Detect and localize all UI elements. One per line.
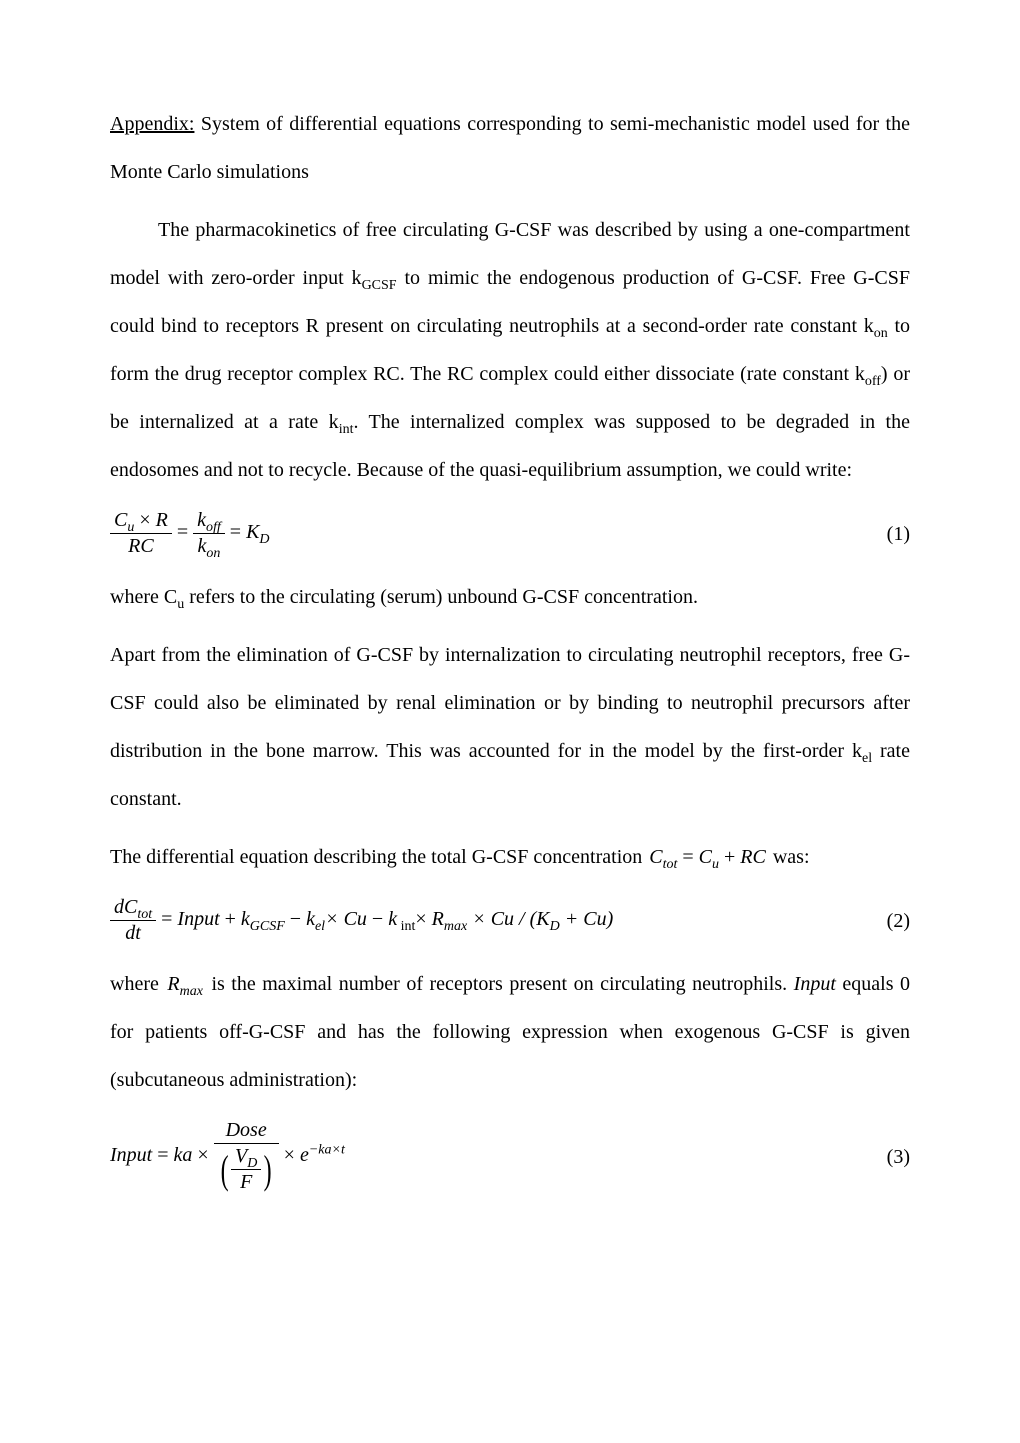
rmax-sym: R xyxy=(167,973,179,995)
ctot-t2: RC xyxy=(740,846,766,868)
inline-ctot: Ctot = Cu + RC xyxy=(649,846,766,868)
eq2-t1: Input xyxy=(177,908,219,930)
paragraph-3: Apart from the elimination of G-CSF by i… xyxy=(110,631,910,823)
eq1-rhs-sub: D xyxy=(259,532,269,547)
p5-a: where xyxy=(110,973,165,995)
eq2-body: dCtot dt = Input + kGCSF − kel× Cu − k i… xyxy=(110,895,613,946)
eq3-lhs: Input xyxy=(110,1144,152,1166)
eq2-t2sub: GCSF xyxy=(250,919,285,934)
p4-b: was: xyxy=(768,846,810,868)
eq1-f1d: RC xyxy=(110,534,172,559)
eq1-f2n-a: k xyxy=(197,509,206,531)
eq1-f1n-b: × xyxy=(134,509,155,531)
eq2-lhs-frac: dCtot dt xyxy=(110,895,156,946)
eq2-t3b: × Cu xyxy=(325,908,367,930)
eq3-inner-frac: VD F xyxy=(231,1144,261,1195)
page: Appendix: System of differential equatio… xyxy=(0,0,1020,1443)
paragraph-4: The differential equation describing the… xyxy=(110,833,910,881)
eq2-eq: = xyxy=(161,908,177,930)
eq3-eq1: = xyxy=(157,1144,173,1166)
eq3-t1: ka xyxy=(174,1144,193,1166)
paragraph-2: where Cu refers to the circulating (seru… xyxy=(110,573,910,621)
eq1-f2d-sub: on xyxy=(206,546,220,561)
eq3-times1: × xyxy=(197,1144,213,1166)
eq1-eq1: = xyxy=(177,521,193,543)
eq2-ln-sub: tot xyxy=(137,907,152,922)
eq3-frac: Dose ( VD F ) xyxy=(214,1118,279,1195)
eq2-t4sub: int xyxy=(397,919,415,934)
paragraph-1: The pharmacokinetics of free circulating… xyxy=(110,206,910,494)
equation-1: Cu × R RC = koff kon = KD (1) xyxy=(110,508,910,559)
eq2-t4b: × xyxy=(415,908,431,930)
inline-input: Input xyxy=(794,973,836,995)
eq3-times2: × xyxy=(284,1144,300,1166)
eq3-exp: −ka×t xyxy=(309,1142,345,1157)
eq1-f2n-sub: off xyxy=(206,520,221,535)
eq2-m1: − xyxy=(290,908,306,930)
ctot-lhs-sub: tot xyxy=(663,857,678,872)
rparen-icon: ) xyxy=(264,1150,272,1190)
p3-a: Apart from the elimination of G-CSF by i… xyxy=(110,644,910,762)
eq2-t6sub: D xyxy=(550,919,560,934)
lparen-icon: ( xyxy=(220,1150,228,1190)
eq2-t6b: + Cu) xyxy=(560,908,614,930)
eq2-t5sub: max xyxy=(444,919,467,934)
title-underline: Appendix: xyxy=(110,113,194,135)
eq2-t3a: k xyxy=(306,908,315,930)
title-rest: System of differential equations corresp… xyxy=(110,113,910,183)
appendix-title: Appendix: System of differential equatio… xyxy=(110,100,910,196)
p1-sub1: GCSF xyxy=(362,278,397,293)
p2-b: refers to the circulating (serum) unboun… xyxy=(184,586,698,608)
eq2-t4a: k xyxy=(388,908,397,930)
eq1-f1n-c: R xyxy=(156,509,168,531)
p1-sub4: int xyxy=(339,422,354,437)
eq3-pf-num: V xyxy=(235,1145,247,1167)
p3-sub1: el xyxy=(862,751,872,766)
eq1-f1n-a: C xyxy=(114,509,127,531)
paragraph-5: where Rmax is the maximal number of rece… xyxy=(110,960,910,1104)
eq1-frac1: Cu × R RC xyxy=(110,508,172,559)
p5-b: is the maximal number of receptors prese… xyxy=(205,973,794,995)
eq3-number: (3) xyxy=(860,1145,910,1169)
ctot-t1-sub: u xyxy=(712,857,719,872)
eq1-body: Cu × R RC = koff kon = KD xyxy=(110,508,270,559)
p1-sub3: off xyxy=(865,374,881,389)
eq1-number: (1) xyxy=(860,522,910,546)
eq2-t2a: k xyxy=(241,908,250,930)
eq1-rhs-a: K xyxy=(246,521,259,543)
eq2-t6: × Cu / (K xyxy=(472,908,549,930)
eq2-number: (2) xyxy=(860,909,910,933)
equation-3: Input = ka × Dose ( VD F ) xyxy=(110,1118,910,1195)
rmax-sub: max xyxy=(180,984,203,999)
eq1-eq2: = xyxy=(230,521,246,543)
eq2-t3sub: el xyxy=(315,919,325,934)
p4-a: The differential equation describing the… xyxy=(110,846,647,868)
eq2-t5a: R xyxy=(432,908,444,930)
ctot-eq: = xyxy=(677,846,698,868)
eq2-m2: − xyxy=(372,908,388,930)
eq3-paren-frac: ( VD F ) xyxy=(218,1144,275,1195)
inline-rmax: Rmax xyxy=(167,973,203,995)
eq2-ld: dt xyxy=(110,921,156,946)
eq2-p1: + xyxy=(225,908,241,930)
p2-a: where C xyxy=(110,586,177,608)
eq3-pf-den: F xyxy=(231,1170,261,1195)
eq3-pf-num-sub: D xyxy=(247,1156,257,1171)
ctot-t1: C xyxy=(699,846,712,868)
eq3-body: Input = ka × Dose ( VD F ) xyxy=(110,1118,345,1195)
eq2-ln-a: dC xyxy=(114,896,137,918)
p1-sub2: on xyxy=(874,326,888,341)
eq3-e: e xyxy=(300,1144,309,1166)
eq3-fracnum: Dose xyxy=(214,1118,279,1144)
eq1-frac2: koff kon xyxy=(193,508,225,559)
ctot-plus: + xyxy=(719,846,740,868)
equation-2: dCtot dt = Input + kGCSF − kel× Cu − k i… xyxy=(110,895,910,946)
ctot-lhs: C xyxy=(649,846,662,868)
